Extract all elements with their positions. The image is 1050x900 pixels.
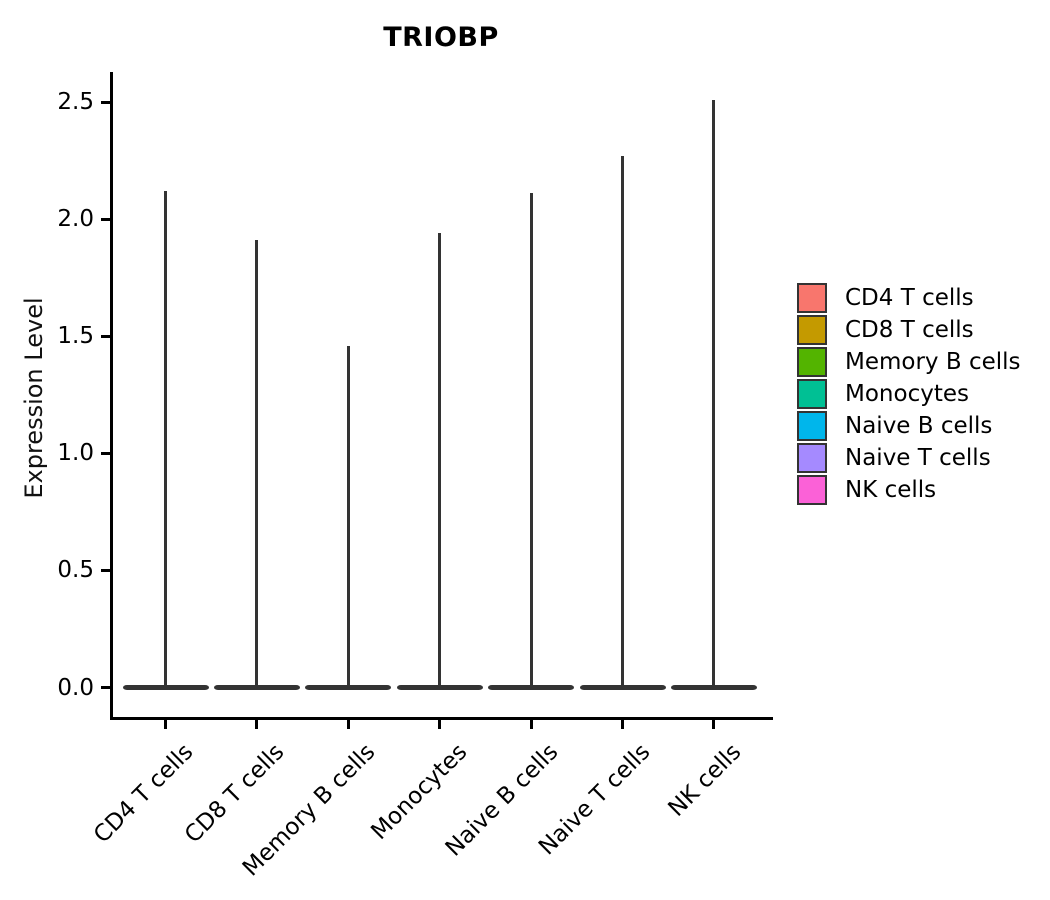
legend-label: NK cells — [845, 477, 937, 503]
legend-color-swatch — [797, 379, 827, 409]
legend-label: Monocytes — [845, 381, 969, 407]
violin-base-1 — [213, 685, 300, 690]
x-tick-mark — [346, 720, 350, 729]
y-tick-mark — [101, 568, 110, 572]
violin-spike-6 — [712, 99, 716, 688]
legend-color-swatch — [797, 315, 827, 345]
legend-color-swatch — [797, 283, 827, 313]
y-axis-line — [110, 72, 113, 720]
violin-spike-2 — [346, 345, 350, 688]
violin-base-5 — [579, 685, 666, 690]
y-tick-mark — [101, 217, 110, 221]
violin-spike-5 — [621, 155, 624, 688]
x-axis-line — [110, 717, 773, 720]
violin-base-3 — [396, 685, 483, 690]
legend-label: CD8 T cells — [845, 317, 974, 343]
violin-base-6 — [670, 685, 757, 690]
y-tick-label: 2.0 — [57, 206, 94, 233]
violin-spike-4 — [529, 193, 533, 688]
legend-color-swatch — [797, 443, 827, 473]
y-tick-label: 1.0 — [57, 440, 94, 467]
violin-base-0 — [122, 685, 209, 690]
legend-color-swatch — [797, 475, 827, 505]
y-tick-mark — [101, 100, 110, 104]
y-tick-label: 1.5 — [57, 323, 94, 350]
x-tick-mark — [529, 720, 533, 729]
violin-base-2 — [305, 685, 392, 690]
legend-color-swatch — [797, 347, 827, 377]
y-tick-mark — [101, 334, 110, 338]
x-tick-mark — [712, 720, 716, 729]
y-tick-mark — [101, 451, 110, 455]
y-tick-label: 2.5 — [57, 89, 94, 115]
y-tick-label: 0.0 — [57, 674, 94, 701]
legend-label: Memory B cells — [845, 349, 1021, 375]
legend-color-swatch — [797, 411, 827, 441]
x-tick-mark — [164, 720, 167, 729]
x-tick-mark — [621, 720, 624, 729]
y-tick-label: 0.5 — [57, 557, 94, 584]
x-tick-label: NK cells — [663, 739, 747, 822]
violin-spike-3 — [438, 233, 442, 688]
violin-spike-0 — [164, 190, 167, 688]
violin-spike-1 — [255, 240, 259, 688]
x-tick-mark — [255, 720, 259, 729]
legend-label: Naive T cells — [845, 445, 991, 471]
legend-label: CD4 T cells — [845, 285, 974, 311]
chart-title: TRIOBP — [383, 22, 499, 53]
violin-base-4 — [488, 685, 575, 690]
x-tick-mark — [438, 720, 442, 729]
legend-label: Naive B cells — [845, 413, 993, 439]
y-tick-mark — [101, 686, 110, 689]
